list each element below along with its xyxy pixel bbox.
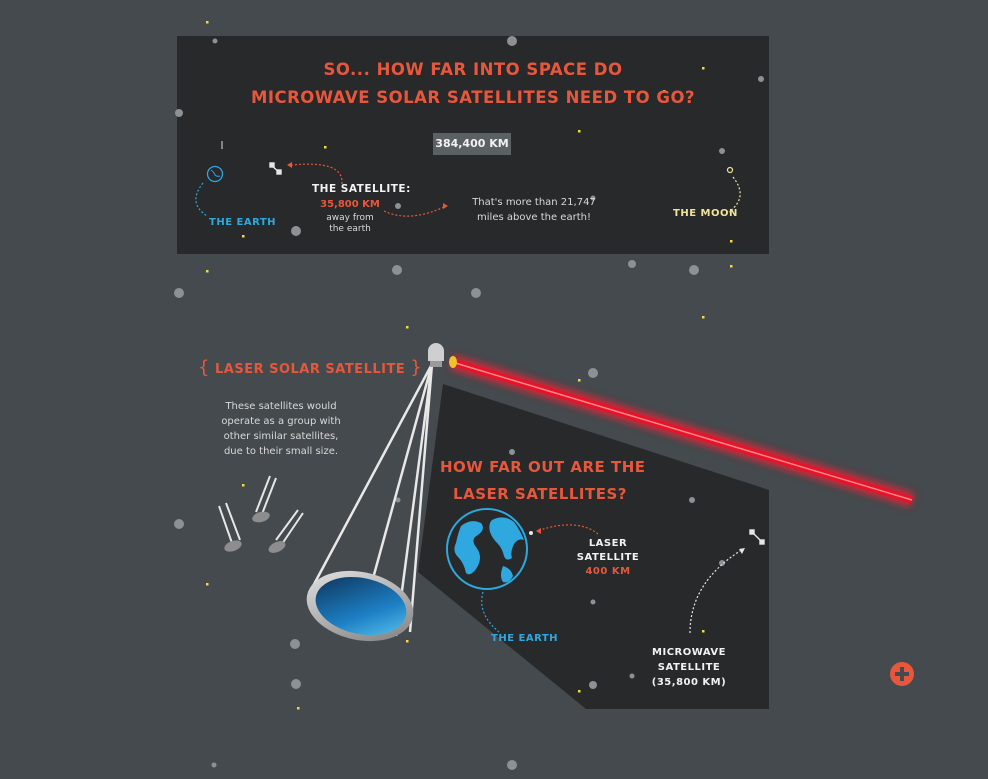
planet-dots [174, 36, 764, 770]
earth-globe-icon [446, 508, 528, 590]
satellite-icon-small [269, 162, 282, 175]
laser-heading-close-brace: } [410, 357, 423, 378]
top-title: SO... HOW FAR INTO SPACE DO MICROWAVE SO… [177, 56, 769, 112]
moon-label: THE MOON [673, 208, 738, 219]
stars [206, 21, 733, 710]
satellite-km: 35,800 KM [320, 199, 380, 210]
laser-sat-km: 400 KM [585, 566, 631, 577]
lower-earth-label: THE EARTH [491, 633, 559, 644]
micro-sat-line1: MICROWAVE [652, 647, 726, 658]
laser-satellite-dish [306, 343, 457, 642]
lower-title-line1: HOW FAR OUT ARE THE [440, 458, 646, 476]
micro-sat-line2: SATELLITE [657, 662, 721, 673]
laser-desc-line1: These satellites would [225, 401, 337, 412]
microwave-satellite-label: MICROWAVE SATELLITE (35,800 KM) [644, 645, 734, 690]
laser-desc-line3: other similar satellites, [223, 431, 339, 442]
plus-horizontal-bar [895, 672, 909, 676]
top-earth-label: THE EARTH [209, 217, 277, 228]
laser-heading-text: LASER SOLAR SATELLITE [214, 362, 406, 377]
satellite-away-line1: away from [326, 213, 374, 223]
laser-satellite-label: LASER SATELLITE 400 KM [572, 537, 644, 579]
micro-sat-line3: (35,800 KM) [651, 677, 727, 688]
satellite-away: away from the earth [312, 213, 388, 235]
laser-description: These satellites would operate as a grou… [198, 399, 364, 459]
plus-circle-icon[interactable] [890, 662, 914, 686]
laser-beam [449, 355, 915, 507]
lower-title-line2: LASER SATELLITES? [453, 485, 627, 503]
laser-sat-line2: SATELLITE [576, 552, 640, 563]
lower-panel [418, 384, 769, 709]
satellite-away-line2: the earth [329, 224, 371, 234]
laser-desc-line4: due to their small size. [223, 446, 339, 457]
miles-note: That's more than 21,747 miles above the … [452, 195, 616, 225]
top-title-line1: SO... HOW FAR INTO SPACE DO [323, 60, 623, 79]
moon-icon [726, 166, 734, 174]
laser-heading-open-brace: { [198, 357, 210, 378]
earth-icon-small [206, 165, 224, 183]
small-satellites-group [218, 475, 304, 553]
miles-line2: miles above the earth! [477, 212, 591, 223]
distance-badge: 384,400 KM [433, 133, 511, 155]
satellite-label: THE SATELLITE: [312, 183, 411, 195]
microwave-satellite-icon [749, 529, 765, 545]
top-title-line2: MICROWAVE SOLAR SATELLITES NEED TO GO? [250, 88, 696, 107]
lower-title: HOW FAR OUT ARE THE LASER SATELLITES? [440, 454, 646, 508]
laser-sat-line1: LASER [588, 538, 628, 549]
miles-line1: That's more than 21,747 [472, 197, 596, 208]
laser-heading: { LASER SOLAR SATELLITE } [198, 357, 422, 378]
laser-desc-line2: operate as a group with [221, 416, 341, 427]
